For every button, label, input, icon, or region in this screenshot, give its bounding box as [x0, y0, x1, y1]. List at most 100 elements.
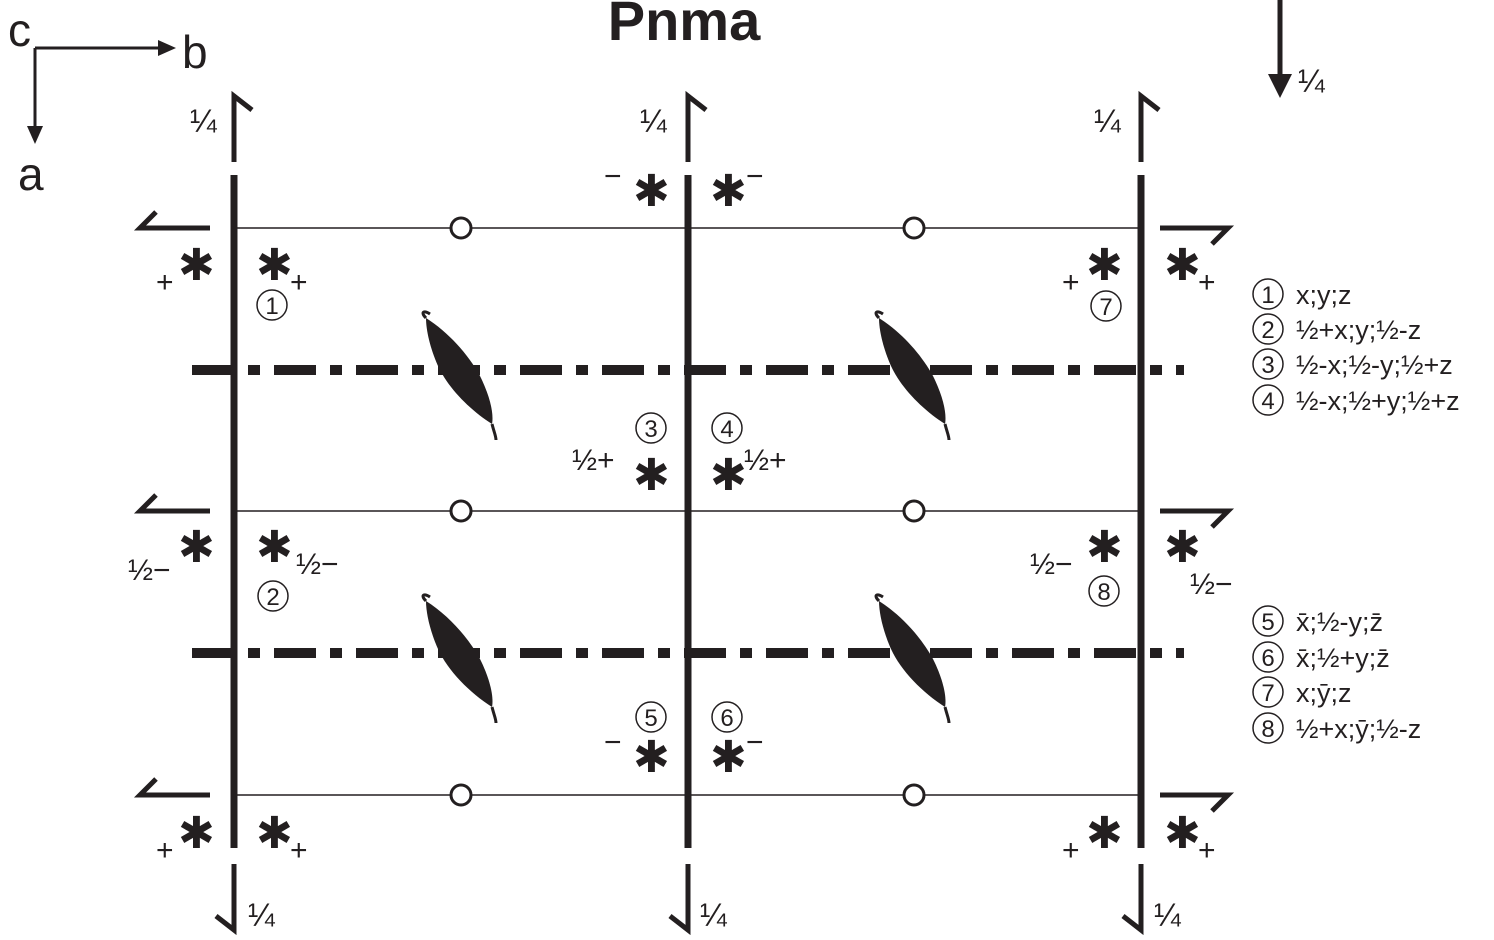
position-number-7: 7 — [1099, 294, 1112, 321]
mirror-planes — [230, 175, 1145, 848]
legend-text: x;ȳ;z — [1296, 678, 1352, 708]
position-number-circle — [635, 412, 667, 444]
glide-plane-marker: ¼ — [1268, 0, 1326, 99]
bottom-hook-center-icon — [668, 864, 691, 936]
left-hook-bottom-icon — [133, 777, 210, 798]
atom-icon: ✱ — [633, 167, 670, 216]
atom-sign: ½− — [1030, 548, 1073, 581]
legend-text: x;y;z — [1296, 280, 1352, 310]
atom-icon: ✱ — [256, 523, 293, 572]
bottom-hook-right-icon — [1121, 864, 1144, 936]
top-hook-left-icon — [231, 90, 254, 162]
atom-sign: ½− — [296, 548, 339, 581]
position-number-2: 2 — [266, 584, 279, 611]
legend-text: ½-x;½-y;½+z — [1296, 350, 1453, 380]
a-axis-arrowhead-icon — [27, 126, 43, 144]
position-number-circle — [711, 412, 743, 444]
legend-number-circle — [1252, 278, 1284, 310]
legend-number: 1 — [1261, 282, 1274, 309]
atom-icon: ✱ — [178, 809, 215, 858]
legend-number: 6 — [1261, 645, 1274, 672]
bottom-hook-left-icon — [214, 864, 237, 936]
left-hook-middle-icon — [133, 493, 210, 514]
atom-icon: ✱ — [710, 167, 747, 216]
atom-sign: + — [1062, 266, 1080, 299]
atom-icon: ✱ — [633, 733, 670, 782]
screw-axis-icon — [874, 310, 951, 442]
legend-item: 7 x;ȳ;z — [1252, 676, 1352, 708]
atom-sign: + — [156, 266, 174, 299]
top-quarter-right: ¼ — [1094, 103, 1122, 139]
legend-number-circle — [1252, 676, 1284, 708]
atom-icon: ✱ — [710, 451, 747, 500]
legend-text: x̄;½+y;z̄ — [1296, 643, 1390, 673]
inversion-center-icon — [902, 783, 926, 807]
legend-number: 7 — [1261, 680, 1274, 707]
atom-icon: ✱ — [1164, 523, 1201, 572]
legend: 1 x;y;z 2 ½+x;y;½-z 3 ½-x;½-y;½+z 4 ½-x;… — [1252, 278, 1460, 744]
legend-number-circle — [1252, 384, 1284, 416]
legend-item: 5 x̄;½-y;z̄ — [1252, 605, 1383, 637]
legend-number: 8 — [1261, 716, 1274, 743]
legend-item: 8 ½+x;ȳ;½-z — [1252, 712, 1421, 744]
legend-text: ½+x;y;½-z — [1296, 315, 1421, 345]
position-number-4: 4 — [720, 416, 733, 443]
legend-number-circle — [1252, 641, 1284, 673]
atom-sign: − — [604, 726, 622, 759]
legend-number-circle — [1252, 348, 1284, 380]
bottom-screw-markers: ¼ ¼ ¼ — [214, 864, 1182, 936]
legend-number: 5 — [1261, 609, 1274, 636]
legend-text: ½+x;ȳ;½-z — [1296, 714, 1421, 744]
atom-icon: ✱ — [178, 523, 215, 572]
legend-number: 4 — [1261, 388, 1274, 415]
atom-sign: ½+ — [572, 444, 615, 477]
right-hook-bottom-icon — [1160, 792, 1235, 813]
legend-item: 4 ½-x;½+y;½+z — [1252, 384, 1460, 416]
position-number-circle — [1090, 290, 1122, 322]
screw-axis-icon — [421, 310, 498, 442]
position-number-8: 8 — [1097, 579, 1110, 606]
inversion-center-icon — [449, 499, 473, 523]
atom-sign: − — [746, 160, 764, 193]
position-number-6: 6 — [720, 705, 733, 732]
legend-number: 3 — [1261, 352, 1274, 379]
glide-marker-arrowhead-icon — [1268, 74, 1292, 98]
legend-text: x̄;½-y;z̄ — [1296, 607, 1383, 637]
atom-icon: ✱ — [178, 241, 215, 290]
bottom-quarter-left: ¼ — [248, 897, 276, 933]
atom-sign: + — [1062, 834, 1080, 867]
atom-sign: − — [746, 726, 764, 759]
legend-item: 6 x̄;½+y;z̄ — [1252, 641, 1390, 673]
inversion-center-icon — [449, 216, 473, 240]
top-hook-center-icon — [685, 90, 708, 162]
glide-marker-label: ¼ — [1298, 63, 1326, 99]
legend-text: ½-x;½+y;½+z — [1296, 386, 1460, 416]
atom-sign: + — [290, 834, 308, 867]
position-number-circle — [257, 580, 289, 612]
axis-label-c: c — [8, 4, 31, 56]
inversion-centers — [449, 216, 926, 807]
atom-icon: ✱ — [710, 733, 747, 782]
screw-axis-icon — [421, 593, 498, 725]
inversion-center-icon — [449, 783, 473, 807]
atom-icon: ✱ — [256, 241, 293, 290]
atom-sign: + — [156, 834, 174, 867]
position-number-circle — [256, 289, 288, 321]
top-screw-markers: ¼ ¼ ¼ — [190, 90, 1161, 162]
top-hook-right-icon — [1138, 90, 1161, 162]
position-number-circle — [711, 701, 743, 733]
position-number-3: 3 — [644, 416, 657, 443]
atom-sign: + — [1198, 266, 1216, 299]
legend-item: 1 x;y;z — [1252, 278, 1352, 310]
atom-sign: − — [604, 160, 622, 193]
axis-label-a: a — [18, 148, 44, 200]
axis-indicator: c b a — [8, 4, 208, 200]
legend-number: 2 — [1261, 317, 1274, 344]
legend-number-circle — [1252, 605, 1284, 637]
b-axis-arrowhead-icon — [158, 40, 176, 56]
position-number-5: 5 — [644, 705, 657, 732]
atom-sign: ½− — [1190, 568, 1233, 601]
top-quarter-center: ¼ — [640, 103, 668, 139]
